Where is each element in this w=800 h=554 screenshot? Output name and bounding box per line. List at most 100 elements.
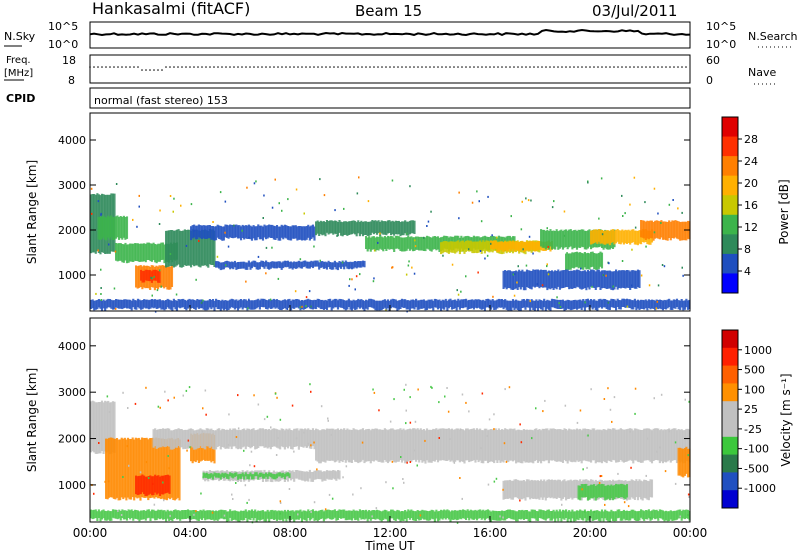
- heatmap-cell: [190, 433, 193, 462]
- heatmap-cell: [493, 240, 496, 250]
- heatmap-cell: [541, 229, 544, 248]
- heatmap-speck: [348, 284, 350, 287]
- heatmap-cell: [666, 511, 669, 522]
- heatmap-cell: [357, 298, 360, 308]
- date-title: 03/Jul/2011: [592, 2, 677, 20]
- heatmap-cell: [652, 222, 655, 241]
- heatmap-speck: [600, 475, 603, 477]
- heatmap-speck: [438, 437, 440, 439]
- heatmap-cell: [386, 220, 390, 234]
- heatmap-speck: [640, 274, 643, 277]
- freq-dot: [629, 66, 631, 68]
- heatmap-cell: [450, 428, 454, 461]
- heatmap-cell: [250, 474, 254, 480]
- heatmap-speck: [459, 428, 462, 431]
- heatmap-cell: [265, 472, 268, 477]
- heatmap-speck: [593, 510, 596, 513]
- heatmap-cell: [511, 271, 515, 290]
- heatmap-cell: [358, 222, 361, 237]
- heatmap-cell: [338, 298, 341, 308]
- heatmap-cell: [168, 230, 171, 267]
- heatmap-cell: [665, 429, 668, 463]
- heatmap-cell: [557, 479, 560, 498]
- heatmap-cell: [580, 253, 583, 270]
- heatmap-cell: [538, 429, 541, 462]
- heatmap-cell: [611, 271, 615, 291]
- heatmap-speck: [456, 521, 459, 524]
- heatmap-speck: [153, 275, 155, 278]
- heatmap-cell: [144, 299, 147, 309]
- heatmap-cell: [346, 221, 349, 236]
- heatmap-cell: [141, 474, 144, 493]
- heatmap-cell: [654, 510, 657, 520]
- heatmap-cell: [271, 473, 274, 479]
- heatmap-cell: [169, 438, 172, 500]
- heatmap-speck: [653, 187, 656, 190]
- heatmap-cell: [621, 229, 624, 243]
- heatmap-speck: [319, 178, 321, 181]
- heatmap-speck: [97, 200, 100, 203]
- heatmap-cell: [313, 470, 316, 480]
- heatmap-cell: [427, 236, 430, 250]
- heatmap-cell: [385, 429, 388, 462]
- heatmap-cell: [549, 511, 552, 521]
- heatmap-cell: [407, 235, 410, 249]
- heatmap-cell: [593, 299, 596, 308]
- noise-right-tick-bottom: 10^0: [706, 38, 736, 51]
- heatmap-cell: [529, 241, 532, 251]
- freq-dot: [281, 66, 283, 68]
- heatmap-cell: [619, 511, 622, 521]
- heatmap-cell: [352, 299, 355, 309]
- heatmap-cell: [299, 428, 302, 447]
- heatmap-cell: [279, 300, 282, 310]
- heatmap-speck: [310, 305, 312, 308]
- heatmap-cell: [518, 429, 521, 463]
- heatmap-cell: [197, 511, 200, 521]
- heatmap-cell: [652, 509, 655, 519]
- heatmap-cell: [591, 428, 594, 461]
- heatmap-speck: [310, 511, 312, 513]
- heatmap-cell: [307, 509, 310, 518]
- heatmap-cell: [635, 230, 638, 245]
- heatmap-speck: [231, 493, 233, 496]
- heatmap-cell: [205, 433, 208, 461]
- heatmap-speck: [180, 204, 182, 207]
- heatmap-cell: [680, 429, 683, 462]
- heatmap-cell: [552, 230, 555, 249]
- heatmap-cell: [483, 510, 486, 521]
- heatmap-cell: [582, 428, 585, 461]
- heatmap-cell: [486, 240, 490, 252]
- heatmap-speck: [303, 431, 305, 434]
- heatmap-cell: [275, 261, 279, 269]
- heatmap-cell: [546, 428, 549, 461]
- heatmap-cell: [124, 242, 127, 261]
- heatmap-cell: [241, 510, 244, 521]
- heatmap-speck: [377, 241, 379, 244]
- heatmap-cell: [438, 237, 441, 252]
- heatmap-speck: [527, 199, 530, 202]
- heatmap-speck: [530, 199, 532, 202]
- heatmap-cell: [525, 241, 529, 251]
- heatmap-cell: [196, 229, 199, 266]
- heatmap-cell: [383, 299, 386, 308]
- freq-dot: [421, 66, 423, 68]
- heatmap-speck: [521, 200, 523, 203]
- heatmap-speck: [520, 441, 523, 444]
- heatmap-cell: [91, 299, 94, 309]
- heatmap-speck: [134, 402, 137, 405]
- heatmap-cell: [113, 401, 116, 453]
- heatmap-cell: [290, 430, 293, 450]
- heatmap-cell: [110, 299, 113, 309]
- heatmap-cell: [305, 511, 308, 522]
- heatmap-speck: [343, 207, 345, 210]
- heatmap-speck: [128, 464, 130, 467]
- heatmap-cell: [391, 220, 394, 235]
- heatmap-cell: [280, 510, 283, 520]
- heatmap-cell: [574, 429, 577, 463]
- heatmap-cell: [260, 428, 263, 447]
- heatmap-cell: [516, 479, 519, 499]
- heatmap-cell: [513, 510, 516, 520]
- heatmap-speck: [688, 400, 690, 403]
- heatmap-speck: [122, 476, 124, 478]
- heatmap-cell: [210, 229, 213, 265]
